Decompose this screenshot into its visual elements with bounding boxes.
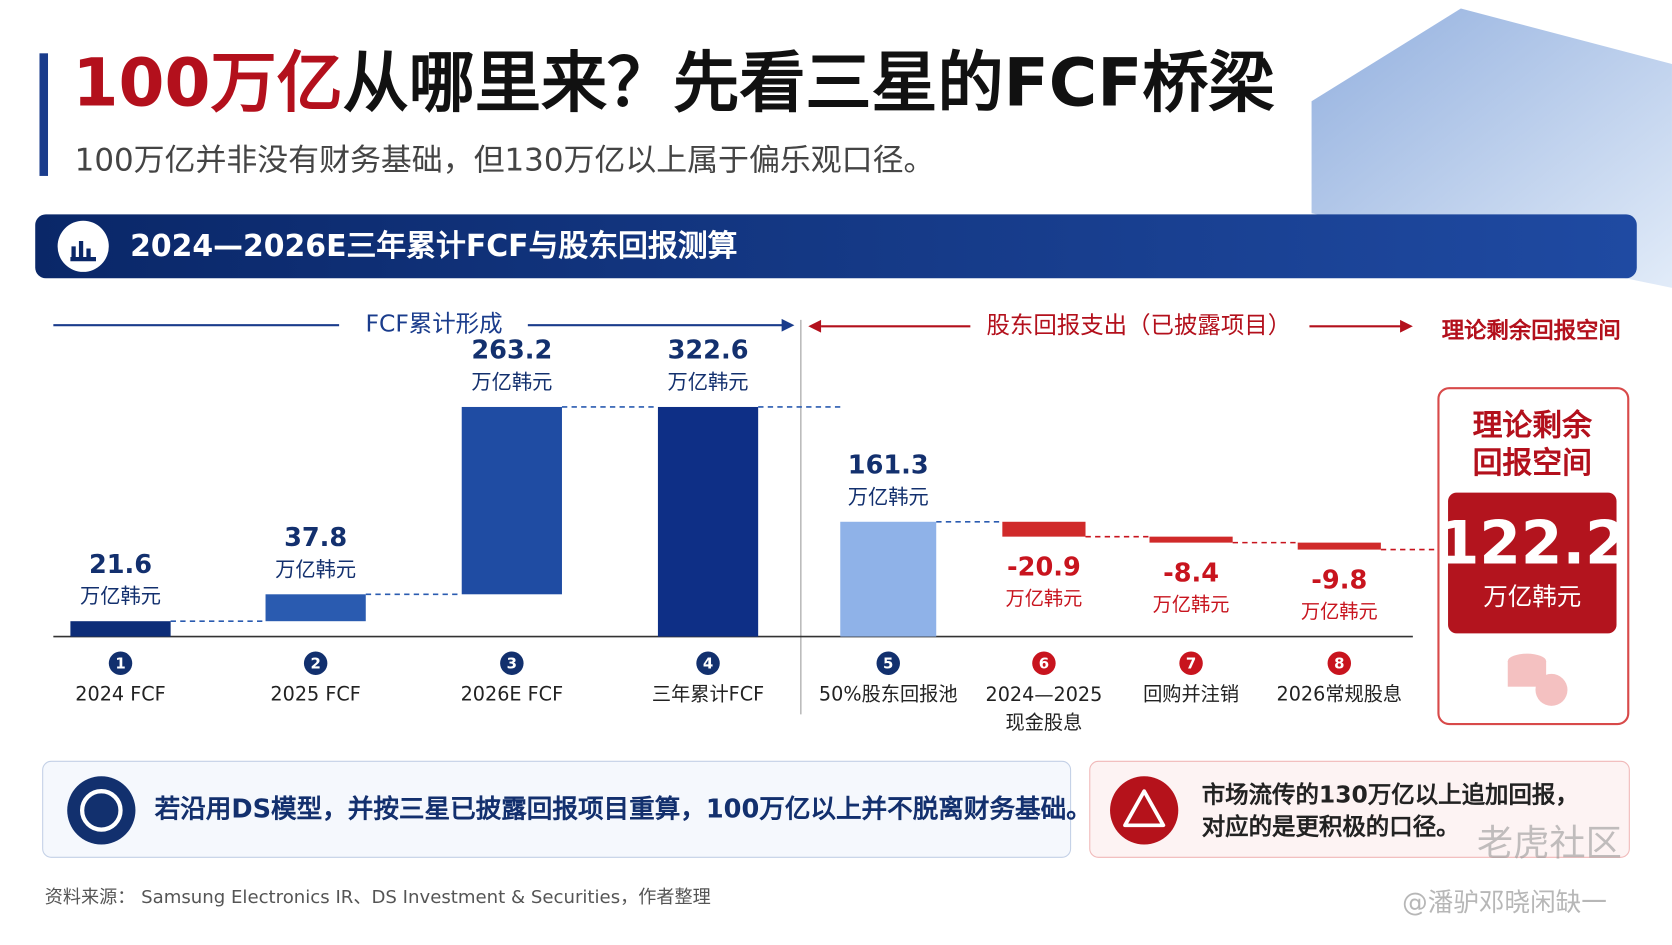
bar: [70, 621, 171, 637]
step-number: 1: [115, 654, 125, 672]
step-number: 2: [310, 654, 320, 672]
value-label: 37.8: [284, 523, 347, 553]
value-label: -9.8: [1311, 566, 1367, 596]
step-number: 5: [883, 654, 893, 672]
value-label: 21.6: [89, 550, 152, 580]
result-panel: [1448, 492, 1617, 634]
step-number: 3: [507, 654, 517, 672]
warning-icon: [1110, 776, 1179, 845]
value-label: 263.2: [471, 336, 552, 366]
arrow-head: [808, 319, 822, 333]
x-tick-label: 50%股东回报池: [819, 683, 958, 706]
unit-label: 万亿韩元: [275, 557, 356, 581]
x-tick-label: 三年累计FCF: [652, 683, 764, 706]
value-label: 161.3: [848, 450, 929, 480]
bar: [461, 406, 562, 595]
step-circle: [108, 651, 133, 675]
title: 100万亿从哪里来？先看三星的FCF桥梁: [73, 44, 1275, 121]
step-number: 4: [703, 654, 713, 672]
watermark: 老虎社区: [1477, 822, 1622, 865]
section-title: 2024—2026E三年累计FCF与股东回报测算: [130, 229, 737, 264]
bar: [840, 521, 937, 637]
unit-label: 万亿韩元: [848, 485, 929, 509]
step-circle: [500, 651, 524, 675]
bar: [1297, 542, 1381, 550]
step-circle: [1032, 651, 1056, 675]
phase-label: 股东回报支出（已披露项目）: [986, 311, 1291, 339]
x-tick-label: 2025 FCF: [270, 683, 360, 706]
coin-icon: [1507, 653, 1568, 706]
bar: [657, 406, 759, 637]
target-icon: [67, 776, 136, 845]
step-circle: [1327, 651, 1352, 675]
value-label: -20.9: [1007, 553, 1081, 583]
title-accent: [39, 53, 49, 176]
x-tick-label: 回购并注销: [1143, 683, 1239, 706]
section-banner: [35, 214, 1637, 279]
arrow-head: [1400, 319, 1413, 333]
warning-text: 市场流传的130万亿以上追加回报，对应的是更积极的口径。: [1202, 780, 1579, 840]
value-label: -8.4: [1163, 559, 1219, 589]
bar: [265, 594, 366, 622]
result-title: 理论剩余回报空间: [1473, 408, 1594, 480]
warning-glyph: [1123, 789, 1166, 828]
note-text: 若沿用DS模型，并按三星已披露回报项目重算，100万亿以上并不脱离财务基础。: [155, 793, 1092, 824]
target-icon-ring: [80, 789, 123, 832]
unit-label: 万亿韩元: [80, 584, 161, 608]
value-label: 322.6: [668, 336, 749, 366]
unit-label: 万亿韩元: [471, 370, 552, 394]
step-circle: [1179, 651, 1203, 675]
x-tick-label: 2024—2025 现金股息: [985, 683, 1102, 734]
arrow-head: [781, 318, 795, 332]
step-number: 6: [1039, 654, 1049, 672]
step-circle: [303, 651, 328, 675]
subtitle: 100万亿并非没有财务基础，但130万亿以上属于偏乐观口径。: [75, 143, 935, 179]
source: 资料来源： Samsung Electronics IR、DS Investme…: [45, 887, 711, 908]
unit-label: 万亿韩元: [668, 370, 749, 394]
chart-icon-glyph: [70, 240, 96, 262]
phase-label: FCF累计形成: [365, 310, 502, 338]
watermark-author: @潘驴邓晓闲缺一: [1402, 888, 1607, 918]
warning-box: [1089, 760, 1630, 858]
result-unit: 万亿韩元: [1483, 582, 1581, 611]
step-number: 7: [1186, 654, 1196, 672]
result-value: 122.2: [1438, 510, 1627, 579]
x-tick-label: 2026常规股息: [1276, 683, 1402, 706]
phase-label: 理论剩余回报空间: [1442, 317, 1621, 344]
note-box: [42, 760, 1072, 858]
unit-label: 万亿韩元: [1006, 587, 1083, 610]
bar: [1149, 536, 1233, 543]
unit-label: 万亿韩元: [1153, 593, 1230, 616]
step-circle: [696, 651, 720, 675]
step-circle: [876, 651, 900, 675]
bar: [1002, 521, 1086, 537]
x-tick-label: 2024 FCF: [75, 683, 165, 706]
step-number: 8: [1334, 654, 1344, 672]
x-tick-label: 2026E FCF: [461, 683, 564, 706]
unit-label: 万亿韩元: [1301, 600, 1378, 623]
